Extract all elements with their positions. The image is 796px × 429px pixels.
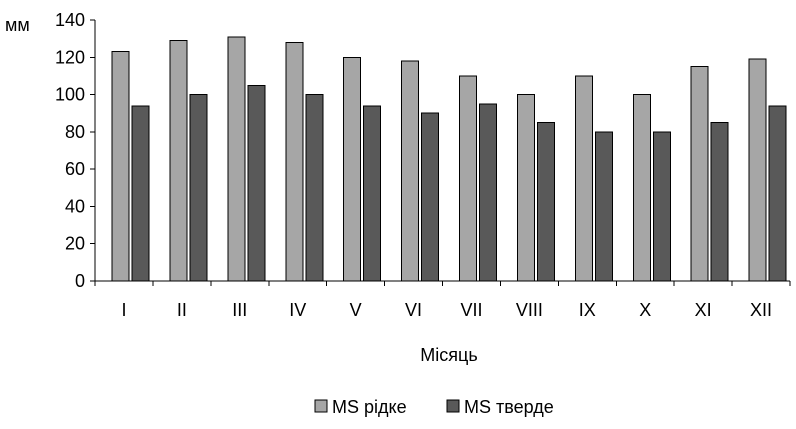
legend-swatch xyxy=(314,399,328,413)
bar-series-1 xyxy=(748,58,767,282)
bar-series-2 xyxy=(247,84,266,282)
x-tick-label: IV xyxy=(289,300,306,320)
y-tick-label: 80 xyxy=(65,122,85,142)
bar-series-2 xyxy=(189,94,208,282)
legend-label: MS рідке xyxy=(332,397,407,417)
bar-series-1 xyxy=(111,51,130,282)
x-tick-label: XII xyxy=(750,300,772,320)
x-tick-label: VII xyxy=(460,300,482,320)
bar-series-2 xyxy=(479,103,497,282)
y-tick-label: 60 xyxy=(65,159,85,179)
y-tick-label: 0 xyxy=(75,271,85,291)
x-tick-label: VIII xyxy=(516,300,543,320)
legend-swatch xyxy=(446,399,460,413)
bar-series-2 xyxy=(652,131,671,282)
x-axis-ticks: I II III IV V VI VII VIII IX X XI XII xyxy=(94,281,791,320)
x-tick-label: XI xyxy=(695,300,712,320)
x-tick-label: X xyxy=(639,300,651,320)
y-axis-ticks: 0 20 40 60 80 100 120 140 xyxy=(55,10,95,291)
bar-series-1 xyxy=(401,60,420,282)
y-axis-title: мм xyxy=(5,15,30,35)
bar-series-2 xyxy=(363,105,382,282)
bar-series-1 xyxy=(632,94,651,282)
x-tick-label: III xyxy=(232,300,247,320)
bar-series-2 xyxy=(594,131,613,282)
bars xyxy=(111,36,787,282)
bar-series-1 xyxy=(459,75,477,282)
legend: MS рідке MS тверде xyxy=(314,397,554,417)
y-tick-label: 120 xyxy=(55,47,85,67)
legend-label: MS тверде xyxy=(464,397,554,417)
bar-series-1 xyxy=(227,36,246,282)
bar-series-2 xyxy=(536,122,555,282)
y-tick-label: 100 xyxy=(55,85,85,105)
bar-series-1 xyxy=(574,75,593,282)
x-tick-label: V xyxy=(350,300,362,320)
x-tick-label: VI xyxy=(405,300,422,320)
bar-series-2 xyxy=(768,105,787,282)
x-axis-title: Місяць xyxy=(420,345,477,365)
bar-series-1 xyxy=(343,56,362,282)
bar-series-2 xyxy=(421,112,440,282)
y-tick-label: 40 xyxy=(65,196,85,216)
x-tick-label: II xyxy=(177,300,187,320)
bar-series-2 xyxy=(131,105,150,282)
bar-series-1 xyxy=(285,41,304,282)
y-tick-label: 20 xyxy=(65,234,85,254)
bar-series-2 xyxy=(710,122,729,282)
x-tick-label: IX xyxy=(579,300,596,320)
y-tick-label: 140 xyxy=(55,10,85,30)
x-tick-label: I xyxy=(121,300,126,320)
bar-series-1 xyxy=(516,94,535,282)
bar-series-1 xyxy=(690,66,709,282)
bar-series-2 xyxy=(305,94,324,282)
bar-series-1 xyxy=(169,40,188,282)
